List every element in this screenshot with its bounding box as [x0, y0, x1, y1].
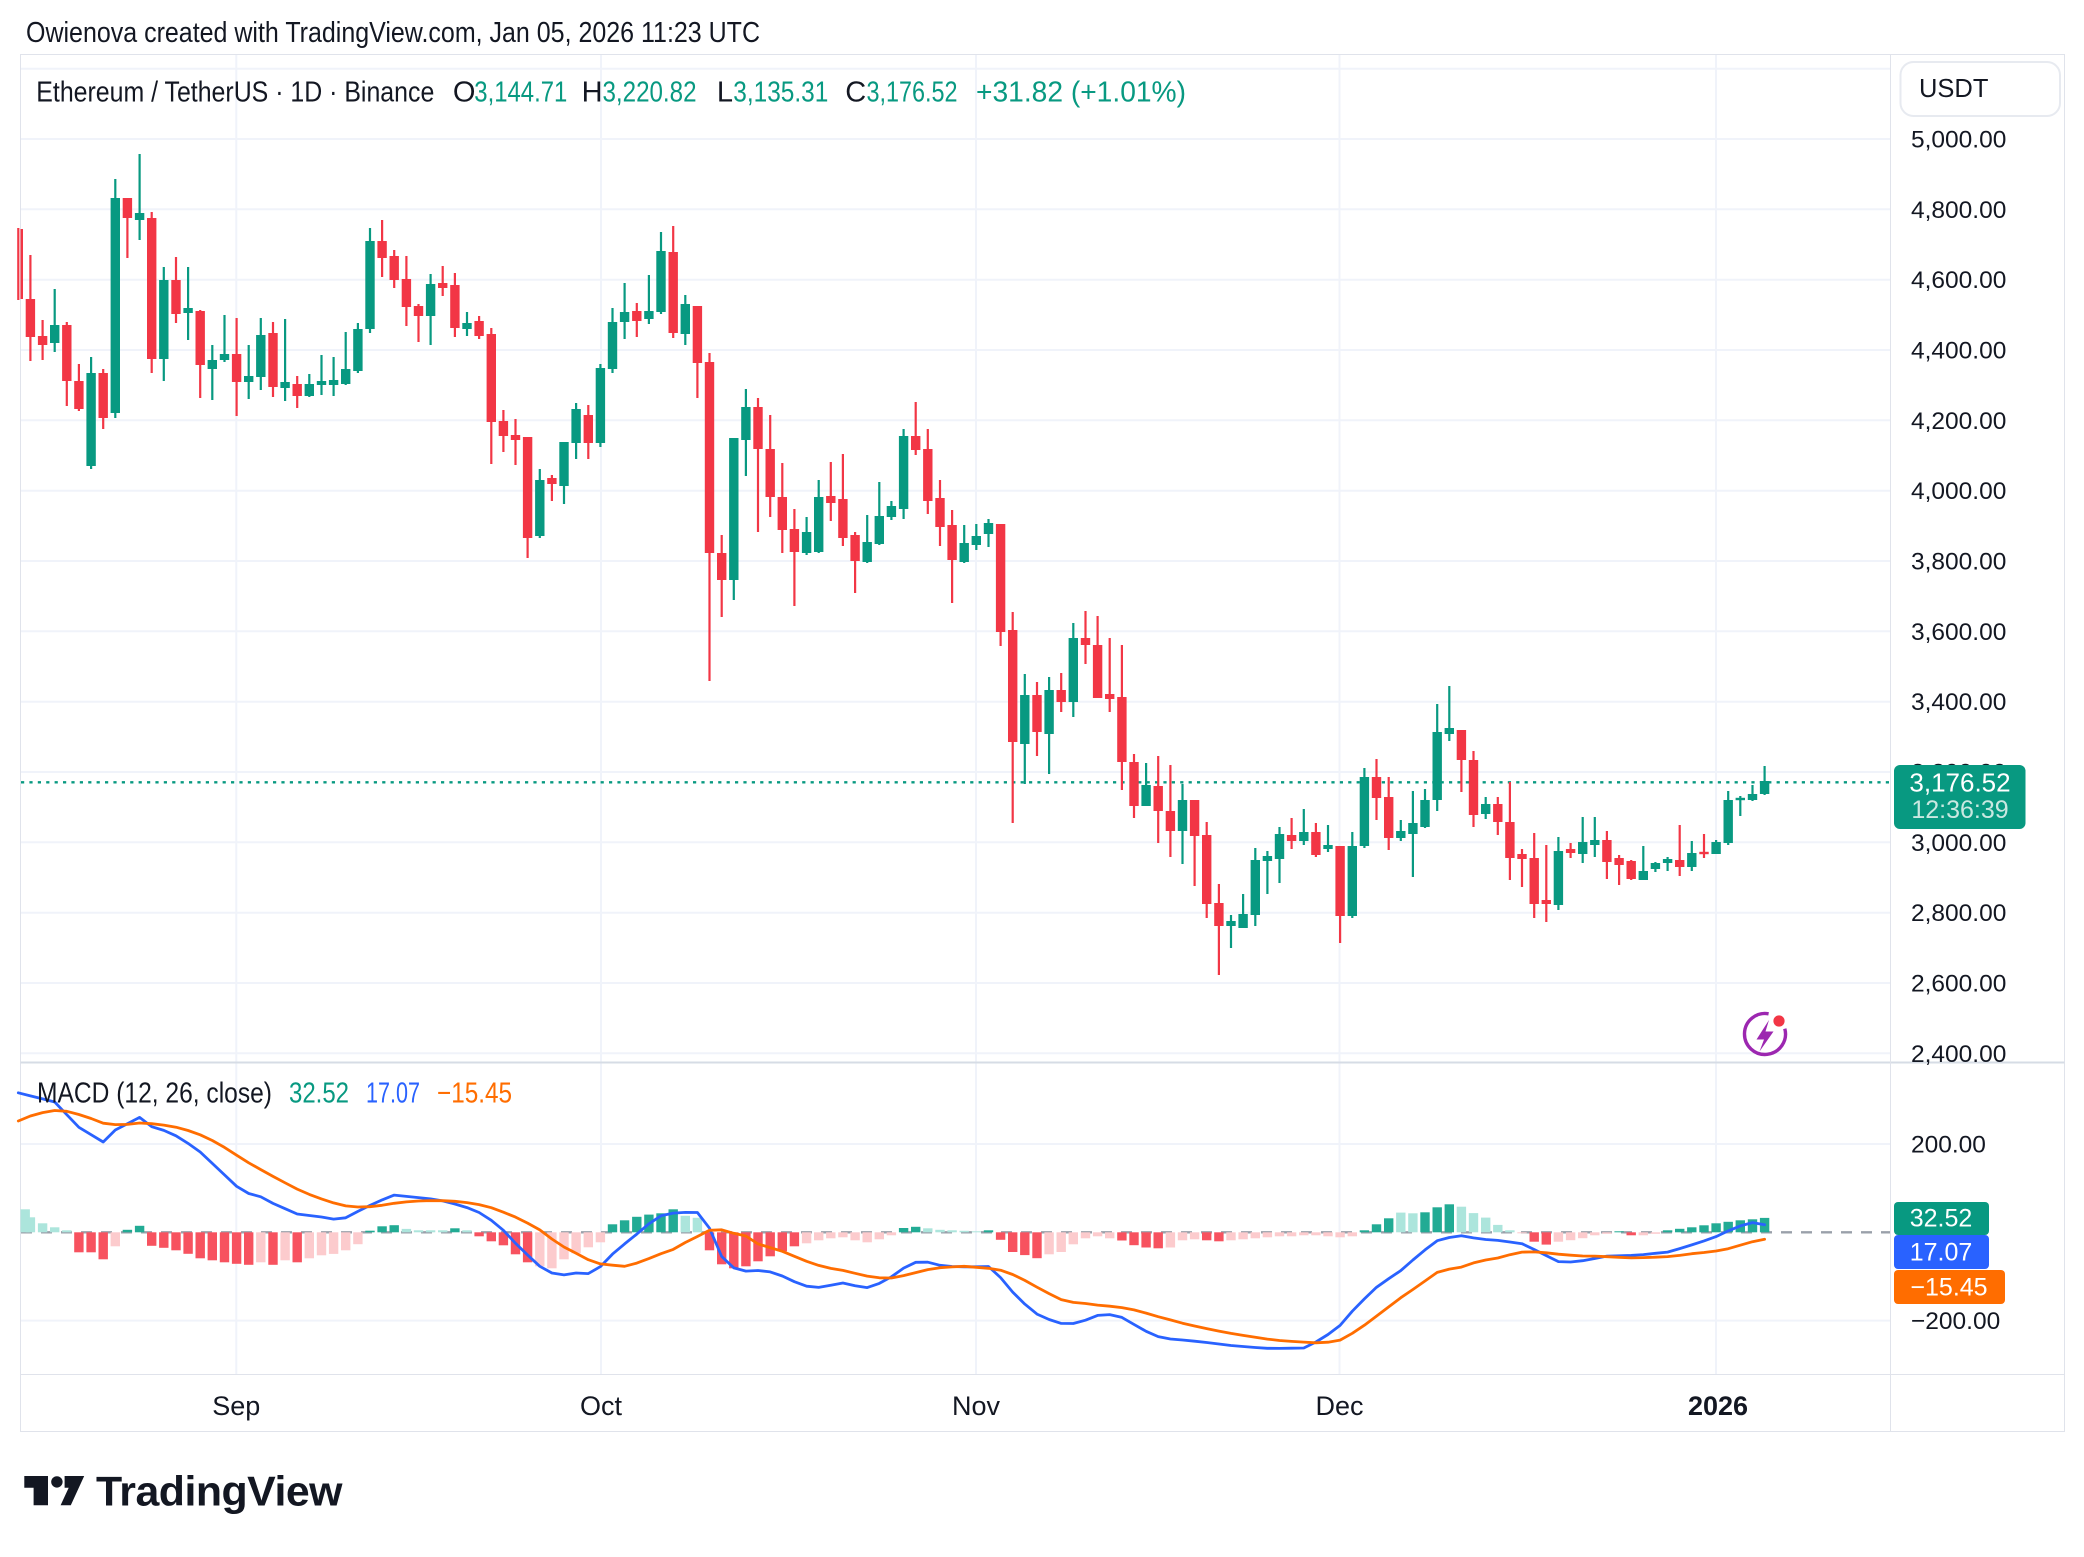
svg-text:L: L [717, 77, 733, 109]
svg-text:3,220.82: 3,220.82 [603, 77, 697, 109]
svg-text:2026: 2026 [1688, 1391, 1748, 1421]
svg-text:3,176.52: 3,176.52 [867, 77, 958, 109]
svg-text:4,200.00: 4,200.00 [1911, 408, 2006, 435]
svg-text:4,400.00: 4,400.00 [1911, 338, 2006, 365]
svg-text:2,800.00: 2,800.00 [1911, 900, 2006, 927]
svg-text:5,000.00: 5,000.00 [1911, 127, 2006, 154]
svg-text:3,600.00: 3,600.00 [1911, 619, 2006, 646]
svg-text:−15.45: −15.45 [437, 1078, 512, 1110]
svg-text:3,176.52: 3,176.52 [1909, 768, 2010, 798]
svg-text:12:36:39: 12:36:39 [1911, 796, 2008, 824]
svg-text:O: O [453, 77, 476, 109]
svg-text:4,600.00: 4,600.00 [1911, 267, 2006, 294]
svg-text:Nov: Nov [952, 1391, 1001, 1421]
svg-text:3,000.00: 3,000.00 [1911, 830, 2006, 857]
svg-text:Oct: Oct [580, 1391, 623, 1421]
svg-text:2,600.00: 2,600.00 [1911, 971, 2006, 998]
svg-text:17.07: 17.07 [366, 1078, 420, 1110]
svg-text:−200.00: −200.00 [1911, 1308, 2000, 1335]
svg-text:Owienova created with TradingV: Owienova created with TradingView.com, J… [26, 17, 760, 49]
svg-text:USDT: USDT [1919, 75, 1988, 103]
svg-text:+31.82 (+1.01%): +31.82 (+1.01%) [976, 77, 1186, 109]
svg-text:32.52: 32.52 [1910, 1205, 1973, 1233]
svg-text:Dec: Dec [1315, 1391, 1363, 1421]
svg-text:3,800.00: 3,800.00 [1911, 549, 2006, 576]
svg-text:Sep: Sep [212, 1391, 260, 1421]
svg-text:Ethereum / TetherUS · 1D · Bin: Ethereum / TetherUS · 1D · Binance [36, 77, 434, 109]
svg-text:4,800.00: 4,800.00 [1911, 197, 2006, 224]
svg-text:200.00: 200.00 [1911, 1132, 1986, 1159]
svg-text:2,400.00: 2,400.00 [1911, 1041, 2006, 1068]
svg-text:3,135.31: 3,135.31 [733, 77, 828, 109]
svg-text:17.07: 17.07 [1910, 1239, 1973, 1267]
svg-text:4,000.00: 4,000.00 [1911, 478, 2006, 505]
svg-text:−15.45: −15.45 [1910, 1274, 1987, 1302]
svg-text:32.52: 32.52 [289, 1078, 349, 1110]
svg-text:3,400.00: 3,400.00 [1911, 689, 2006, 716]
svg-text:3,144.71: 3,144.71 [474, 77, 567, 109]
svg-text:MACD (12, 26, close): MACD (12, 26, close) [37, 1078, 272, 1110]
svg-text:H: H [582, 77, 603, 109]
svg-text:TradingView: TradingView [96, 1468, 343, 1515]
svg-text:C: C [845, 77, 866, 109]
